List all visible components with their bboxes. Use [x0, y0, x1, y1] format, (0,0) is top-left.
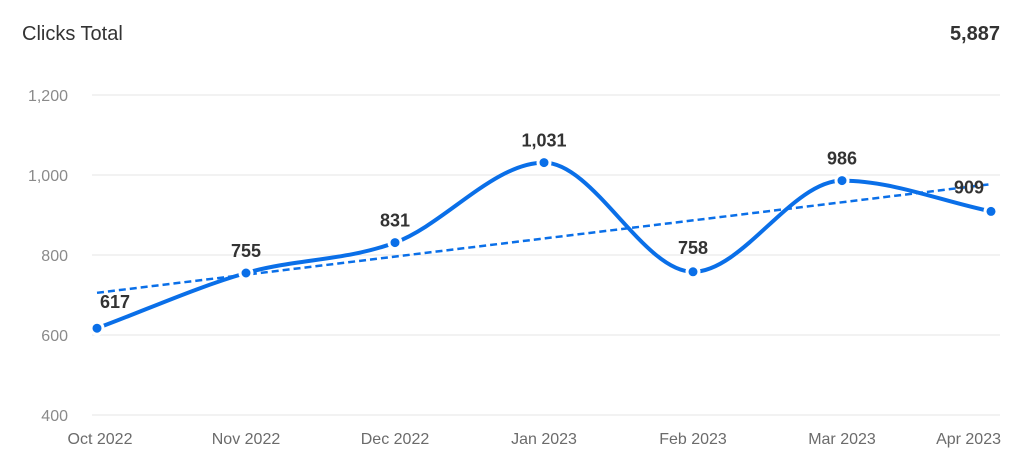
data-point-4[interactable] [685, 264, 701, 280]
x-tick-label: Apr 2023 [936, 431, 1001, 448]
x-tick-label: Dec 2022 [361, 431, 430, 448]
data-label: 617 [100, 292, 130, 312]
y-tick-label: 800 [41, 248, 68, 265]
x-tick-label: Feb 2023 [659, 431, 727, 448]
x-tick-label: Oct 2022 [68, 431, 133, 448]
data-label: 831 [380, 211, 410, 231]
clicks-total-value: 5,887 [949, 23, 1000, 45]
data-label: 755 [231, 241, 261, 261]
data-label: 986 [827, 149, 857, 169]
data-point-1[interactable] [238, 265, 254, 281]
data-point-6[interactable] [983, 203, 999, 219]
data-point-2[interactable] [387, 235, 403, 251]
data-point-3[interactable] [536, 155, 552, 171]
chart-title: Clicks Total [22, 23, 123, 45]
y-axis: 400 600 800 1,000 1,200 [28, 88, 68, 425]
x-tick-label: Jan 2023 [511, 431, 577, 448]
data-point-0[interactable] [89, 320, 105, 336]
x-axis: Oct 2022 Nov 2022 Dec 2022 Jan 2023 Feb 2023… [68, 431, 1002, 448]
x-tick-label: Mar 2023 [808, 431, 876, 448]
y-tick-label: 600 [41, 328, 68, 345]
series-clicks [89, 155, 999, 336]
x-tick-label: Nov 2022 [212, 431, 281, 448]
data-label: 758 [678, 238, 708, 258]
grid-lines [92, 94, 1000, 416]
y-tick-label: 1,000 [28, 168, 68, 185]
data-label: 1,031 [521, 131, 566, 151]
y-tick-label: 400 [41, 408, 68, 425]
y-tick-label: 1,200 [28, 88, 68, 105]
data-label: 909 [954, 177, 984, 197]
data-labels: 617 755 831 1,031 758 986 909 [100, 131, 984, 313]
data-point-5[interactable] [834, 173, 850, 189]
